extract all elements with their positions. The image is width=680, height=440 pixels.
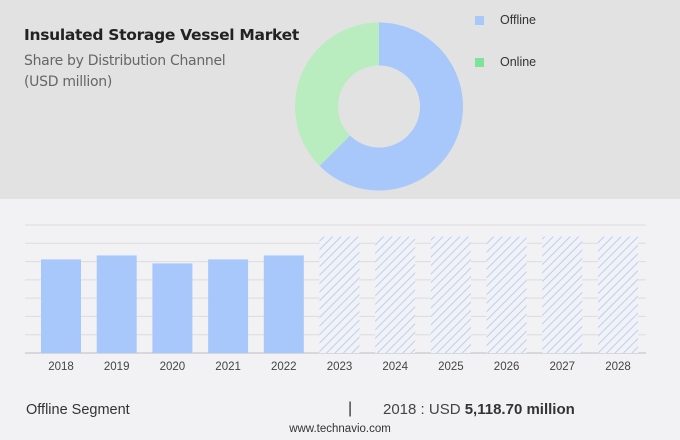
x-tick-label: 2027 — [549, 361, 576, 373]
x-tick-label: 2019 — [103, 361, 130, 373]
bar-2019[interactable] — [96, 255, 137, 353]
bar-2022[interactable] — [263, 255, 304, 353]
bar-2027[interactable] — [542, 236, 583, 353]
x-tick-label: 2020 — [159, 361, 186, 373]
bar-2026[interactable] — [486, 236, 527, 353]
x-tick-label: 2026 — [493, 361, 520, 373]
legend-item-offline[interactable]: Offline — [475, 12, 536, 28]
x-tick-label: 2025 — [438, 361, 464, 373]
donut-slice-online[interactable] — [295, 22, 379, 166]
donut-chart — [295, 22, 463, 191]
x-tick-label: 2018 — [48, 361, 74, 373]
x-tick-label: 2021 — [215, 361, 241, 373]
legend-swatch-online — [475, 57, 484, 67]
legend-label-offline: Offline — [500, 13, 536, 27]
legend-item-online[interactable]: Online — [475, 54, 536, 70]
segment-label: Offline Segment — [26, 402, 130, 418]
subtitle-line-1: Share by Distribution Channel — [24, 53, 226, 69]
bar-2020[interactable] — [152, 263, 193, 353]
bar-chart — [25, 224, 646, 354]
value-prefix: 2018 : USD — [383, 401, 465, 418]
legend-label-online: Online — [500, 55, 537, 69]
chart-subtitle: Share by Distribution Channel (USD milli… — [24, 51, 226, 93]
footer-separator: | — [348, 400, 353, 417]
bar-2018[interactable] — [41, 259, 81, 353]
website-link[interactable]: www.technavio.com — [289, 423, 391, 435]
segment-value: 2018 : USD 5,118.70 million — [383, 401, 575, 418]
bar-2025[interactable] — [430, 236, 471, 353]
bar-2021[interactable] — [208, 259, 249, 353]
x-tick-label: 2022 — [271, 361, 297, 373]
x-tick-label: 2024 — [382, 361, 408, 373]
bar-2024[interactable] — [375, 236, 416, 353]
donut-slice-offline[interactable] — [319, 22, 463, 191]
value-amount: 5,118.70 million — [464, 401, 575, 418]
bar-2028[interactable] — [598, 236, 638, 353]
legend-swatch-offline — [475, 15, 484, 25]
subtitle-line-2: (USD million) — [24, 74, 113, 90]
chart-title: Insulated Storage Vessel Market — [24, 26, 299, 44]
bar-2023[interactable] — [319, 236, 360, 353]
x-tick-label: 2028 — [605, 361, 631, 373]
x-tick-label: 2023 — [326, 361, 353, 373]
